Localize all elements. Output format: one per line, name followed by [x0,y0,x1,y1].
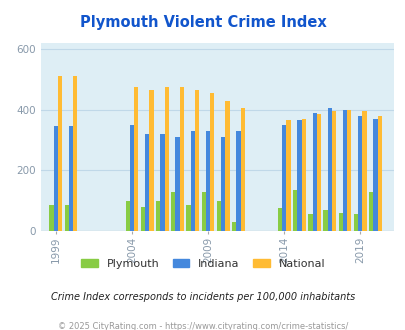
Bar [201,191,205,231]
Bar [240,108,244,231]
Bar [236,131,240,231]
Bar [301,119,305,231]
Bar [156,201,160,231]
Bar [296,120,301,231]
Bar [171,191,175,231]
Bar [145,134,149,231]
Bar [134,87,138,231]
Bar [69,126,73,231]
Bar [286,120,290,231]
Bar [342,110,346,231]
Bar [205,131,210,231]
Bar [186,205,190,231]
Bar [232,222,236,231]
Bar [179,87,183,231]
Text: Plymouth Violent Crime Index: Plymouth Violent Crime Index [79,15,326,30]
Bar [130,125,134,231]
Bar [58,76,62,231]
Bar [346,110,351,231]
Bar [277,208,281,231]
Bar [353,214,357,231]
Bar [357,116,362,231]
Bar [216,201,221,231]
Bar [373,119,377,231]
Bar [149,90,153,231]
Bar [164,87,168,231]
Bar [73,76,77,231]
Bar [338,213,342,231]
Bar [221,137,225,231]
Bar [64,205,69,231]
Bar [53,126,58,231]
Text: Crime Index corresponds to incidents per 100,000 inhabitants: Crime Index corresponds to incidents per… [51,292,354,302]
Bar [292,190,296,231]
Bar [327,108,331,231]
Bar [331,111,335,231]
Bar [160,134,164,231]
Bar [49,205,53,231]
Bar [368,191,373,231]
Bar [281,125,286,231]
Bar [316,114,320,231]
Bar [210,93,214,231]
Legend: Plymouth, Indiana, National: Plymouth, Indiana, National [76,254,329,273]
Text: © 2025 CityRating.com - https://www.cityrating.com/crime-statistics/: © 2025 CityRating.com - https://www.city… [58,322,347,330]
Bar [194,90,199,231]
Bar [125,201,130,231]
Bar [175,137,179,231]
Bar [362,111,366,231]
Bar [312,113,316,231]
Bar [190,131,194,231]
Bar [225,101,229,231]
Bar [323,210,327,231]
Bar [141,207,145,231]
Bar [307,214,312,231]
Bar [377,116,381,231]
